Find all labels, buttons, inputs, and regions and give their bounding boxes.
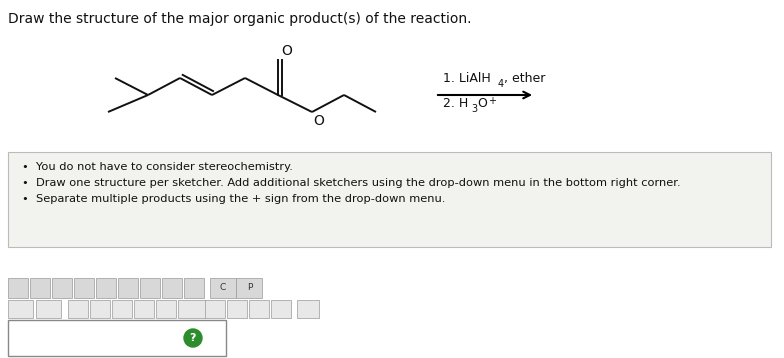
Bar <box>297 300 319 318</box>
Bar <box>74 278 94 298</box>
Bar <box>52 278 72 298</box>
Bar <box>178 300 206 318</box>
Bar <box>237 278 263 298</box>
Text: P: P <box>247 284 252 292</box>
Bar <box>118 278 138 298</box>
Bar <box>30 278 50 298</box>
Bar <box>96 278 116 298</box>
Bar <box>140 278 160 298</box>
Bar <box>134 300 154 318</box>
Text: , ether: , ether <box>504 72 546 85</box>
Bar <box>68 300 88 318</box>
Text: O: O <box>313 114 324 128</box>
Bar <box>112 300 132 318</box>
Bar <box>8 300 33 318</box>
Bar <box>249 300 269 318</box>
Circle shape <box>184 329 202 347</box>
Text: 1. LiAlH: 1. LiAlH <box>443 72 491 85</box>
Bar <box>156 300 176 318</box>
Bar <box>205 300 225 318</box>
Text: •  Separate multiple products using the + sign from the drop-down menu.: • Separate multiple products using the +… <box>22 194 445 204</box>
Bar <box>36 300 61 318</box>
Bar <box>8 152 771 247</box>
Text: +: + <box>488 96 496 106</box>
Text: O: O <box>477 97 487 110</box>
Text: ?: ? <box>190 333 196 343</box>
Text: 4: 4 <box>498 79 504 89</box>
Bar <box>271 300 291 318</box>
Text: O: O <box>281 44 292 58</box>
Bar <box>8 278 28 298</box>
Bar <box>8 320 226 356</box>
Text: •  Draw one structure per sketcher. Add additional sketchers using the drop-down: • Draw one structure per sketcher. Add a… <box>22 178 681 188</box>
Text: 3: 3 <box>471 104 477 114</box>
Text: C: C <box>220 284 226 292</box>
Text: •  You do not have to consider stereochemistry.: • You do not have to consider stereochem… <box>22 162 293 172</box>
Text: Draw the structure of the major organic product(s) of the reaction.: Draw the structure of the major organic … <box>8 12 471 26</box>
Bar <box>162 278 182 298</box>
Bar <box>90 300 110 318</box>
Bar <box>184 278 204 298</box>
Bar <box>210 278 236 298</box>
Bar <box>227 300 247 318</box>
Text: 2. H: 2. H <box>443 97 468 110</box>
